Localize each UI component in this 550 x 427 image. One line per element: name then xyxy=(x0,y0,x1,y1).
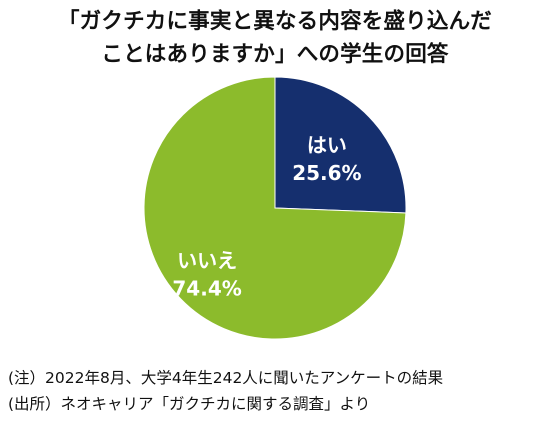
pie-labels: はい 25.6% いいえ 74.4% xyxy=(172,133,361,300)
slice-label-0: はい xyxy=(307,133,347,157)
chart-title-line-2: ことはありますか」への学生の回答 xyxy=(101,42,449,67)
chart-title-line-1: 「ガクチカに事実と異なる内容を盛り込んだ xyxy=(57,9,492,34)
slice-value-1: 74.4% xyxy=(172,276,241,300)
source-note: (出所）ネオキャリア「ガクチカに関する調査」より xyxy=(8,395,371,413)
pie-slices xyxy=(143,76,407,340)
chart-title: 「ガクチカに事実と異なる内容を盛り込んだ ことはありますか」への学生の回答 xyxy=(4,5,546,71)
survey-note: (注）2022年8月、大学4年生242人に聞いたアンケートの結果 xyxy=(8,369,444,387)
pie-slice-1 xyxy=(143,76,407,340)
slice-value-0: 25.6% xyxy=(292,161,361,185)
slice-label-1: いいえ xyxy=(177,248,237,272)
footnotes: (注）2022年8月、大学4年生242人に聞いたアンケートの結果 (出所）ネオキ… xyxy=(8,365,548,417)
pie-slice-0 xyxy=(274,76,407,214)
